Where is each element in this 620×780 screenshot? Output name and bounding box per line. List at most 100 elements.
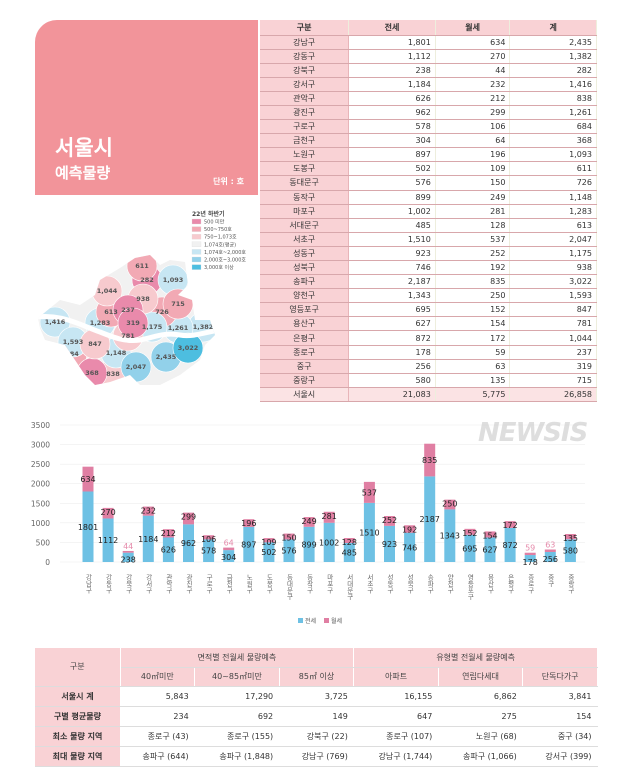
bar-jeonse xyxy=(504,527,516,562)
x-tick-label: 강동구 xyxy=(104,573,112,595)
value-cell: 234 xyxy=(120,706,195,727)
data-label-jeonse: 576 xyxy=(281,547,296,556)
x-tick-label: 영등포구 xyxy=(466,573,474,602)
district-name: 광진구 xyxy=(260,105,350,121)
value-cell: 715 xyxy=(509,373,597,388)
value-cell: 212 xyxy=(435,91,511,106)
map-label: 726 xyxy=(155,308,169,316)
value-cell: 232 xyxy=(435,77,511,92)
bar-jeonse xyxy=(203,539,215,562)
value-cell: 282 xyxy=(509,63,597,78)
value-cell: 249 xyxy=(435,190,511,205)
value-cell: 923 xyxy=(348,246,436,262)
value-cell: 17,290 xyxy=(194,686,280,707)
y-tick-label: 3500 xyxy=(31,421,50,430)
data-label-wolse: 59 xyxy=(525,544,535,553)
legend-label: 500~750호 xyxy=(204,227,232,233)
table-row: 구로구 578 106 684 xyxy=(260,119,597,135)
district-name: 중구 xyxy=(260,359,350,374)
table-row: 중구 256 63 319 xyxy=(260,359,597,374)
value-cell: 1,002 xyxy=(348,204,436,219)
bar-jeonse xyxy=(484,537,496,562)
legend-swatch xyxy=(191,234,202,240)
map-label: 838 xyxy=(106,370,120,378)
value-cell: 강남구 (769) xyxy=(279,746,354,767)
value-cell: 109 xyxy=(435,161,511,177)
table-row: 최대 물량 지역 송파구 (644) 송파구 (1,848) 강남구 (769) 강남구… xyxy=(35,746,598,767)
row-label: 서울시 계 xyxy=(35,686,120,707)
value-cell: 746 xyxy=(348,260,436,276)
bar-wolse xyxy=(323,511,335,523)
map-district-9 xyxy=(126,255,158,282)
legend-label: 월세 xyxy=(331,617,342,625)
data-label-jeonse: 256 xyxy=(543,555,558,564)
legend-label: 1,074호(평균) xyxy=(204,241,236,248)
district-name: 구로구 xyxy=(260,119,350,135)
data-label-wolse: 252 xyxy=(382,516,397,525)
legend-swatch xyxy=(298,618,303,623)
legend-label: 전세 xyxy=(305,617,316,625)
map-district-17 xyxy=(172,332,204,364)
y-tick-label: 1000 xyxy=(31,519,50,528)
x-tick-label: 관악구 xyxy=(164,573,172,595)
x-tick-label: 마포구 xyxy=(325,573,333,595)
sub-header: 40㎡미만 xyxy=(120,667,196,687)
value-cell: 899 xyxy=(348,190,436,205)
y-tick-label: 2000 xyxy=(31,480,50,489)
data-label-jeonse: 578 xyxy=(201,547,216,556)
bar-wolse xyxy=(363,481,375,503)
x-tick-label: 광진구 xyxy=(185,574,193,595)
table-row: 서초구 1,510 537 2,047 xyxy=(260,232,597,247)
legend-swatch xyxy=(191,226,202,232)
bar-wolse xyxy=(243,519,255,527)
value-cell: 128 xyxy=(435,218,511,233)
district-name: 종로구 xyxy=(260,345,350,360)
district-name: 성북구 xyxy=(260,260,350,276)
y-tick-label: 1500 xyxy=(31,499,50,508)
value-cell: 319 xyxy=(509,359,597,374)
data-label-jeonse: 1002 xyxy=(319,538,339,547)
column-header: 구분 xyxy=(260,20,350,36)
district-name: 강서구 xyxy=(260,77,350,92)
value-cell: 송파구 (1,066) xyxy=(438,746,523,767)
value-cell: 695 xyxy=(348,302,436,318)
table-row: 동대문구 576 150 726 xyxy=(260,175,597,191)
bar-wolse xyxy=(102,507,114,519)
legend-swatch xyxy=(191,218,202,225)
bar-jeonse xyxy=(464,534,476,562)
value-cell: 275 xyxy=(438,706,523,727)
district-name: 강북구 xyxy=(260,63,350,78)
newsis-watermark: NEWSIS xyxy=(478,418,588,448)
value-cell: 172 xyxy=(435,330,511,346)
map-label: 1,593 xyxy=(63,338,84,346)
table-row: 용산구 627 154 781 xyxy=(260,316,597,332)
value-cell: 2,435 xyxy=(509,35,597,50)
bar-jeonse xyxy=(243,526,255,562)
map-label: 715 xyxy=(171,300,185,308)
table-row: 은평구 872 172 1,044 xyxy=(260,330,597,346)
value-cell: 64 xyxy=(435,133,511,149)
table-row: 성북구 746 192 938 xyxy=(260,260,597,276)
data-label-wolse: 634 xyxy=(80,475,95,484)
row-label: 최대 물량 지역 xyxy=(35,746,120,767)
data-label-jeonse: 1343 xyxy=(440,532,460,541)
value-cell: 송파구 (1,848) xyxy=(194,746,280,767)
value-cell: 781 xyxy=(509,316,597,332)
data-label-jeonse: 626 xyxy=(161,546,176,555)
column-header: 계 xyxy=(509,20,597,36)
total-row: 서울시 21,083 5,775 26,858 xyxy=(260,387,597,402)
legend-swatch xyxy=(191,256,202,263)
value-cell: 192 xyxy=(435,260,511,276)
map-label: 684 xyxy=(65,350,79,358)
data-label-wolse: 63 xyxy=(545,541,555,550)
legend-swatch xyxy=(191,249,202,255)
value-cell: 1,184 xyxy=(348,77,436,92)
x-tick-label: 노원구 xyxy=(245,574,253,595)
value-cell: 537 xyxy=(435,232,511,247)
data-label-wolse: 172 xyxy=(502,521,517,530)
district-name: 성동구 xyxy=(260,246,350,262)
value-cell: 692 xyxy=(194,706,280,727)
data-label-wolse: 128 xyxy=(342,538,357,547)
data-label-wolse: 150 xyxy=(281,534,296,543)
data-label-jeonse: 923 xyxy=(382,540,397,549)
